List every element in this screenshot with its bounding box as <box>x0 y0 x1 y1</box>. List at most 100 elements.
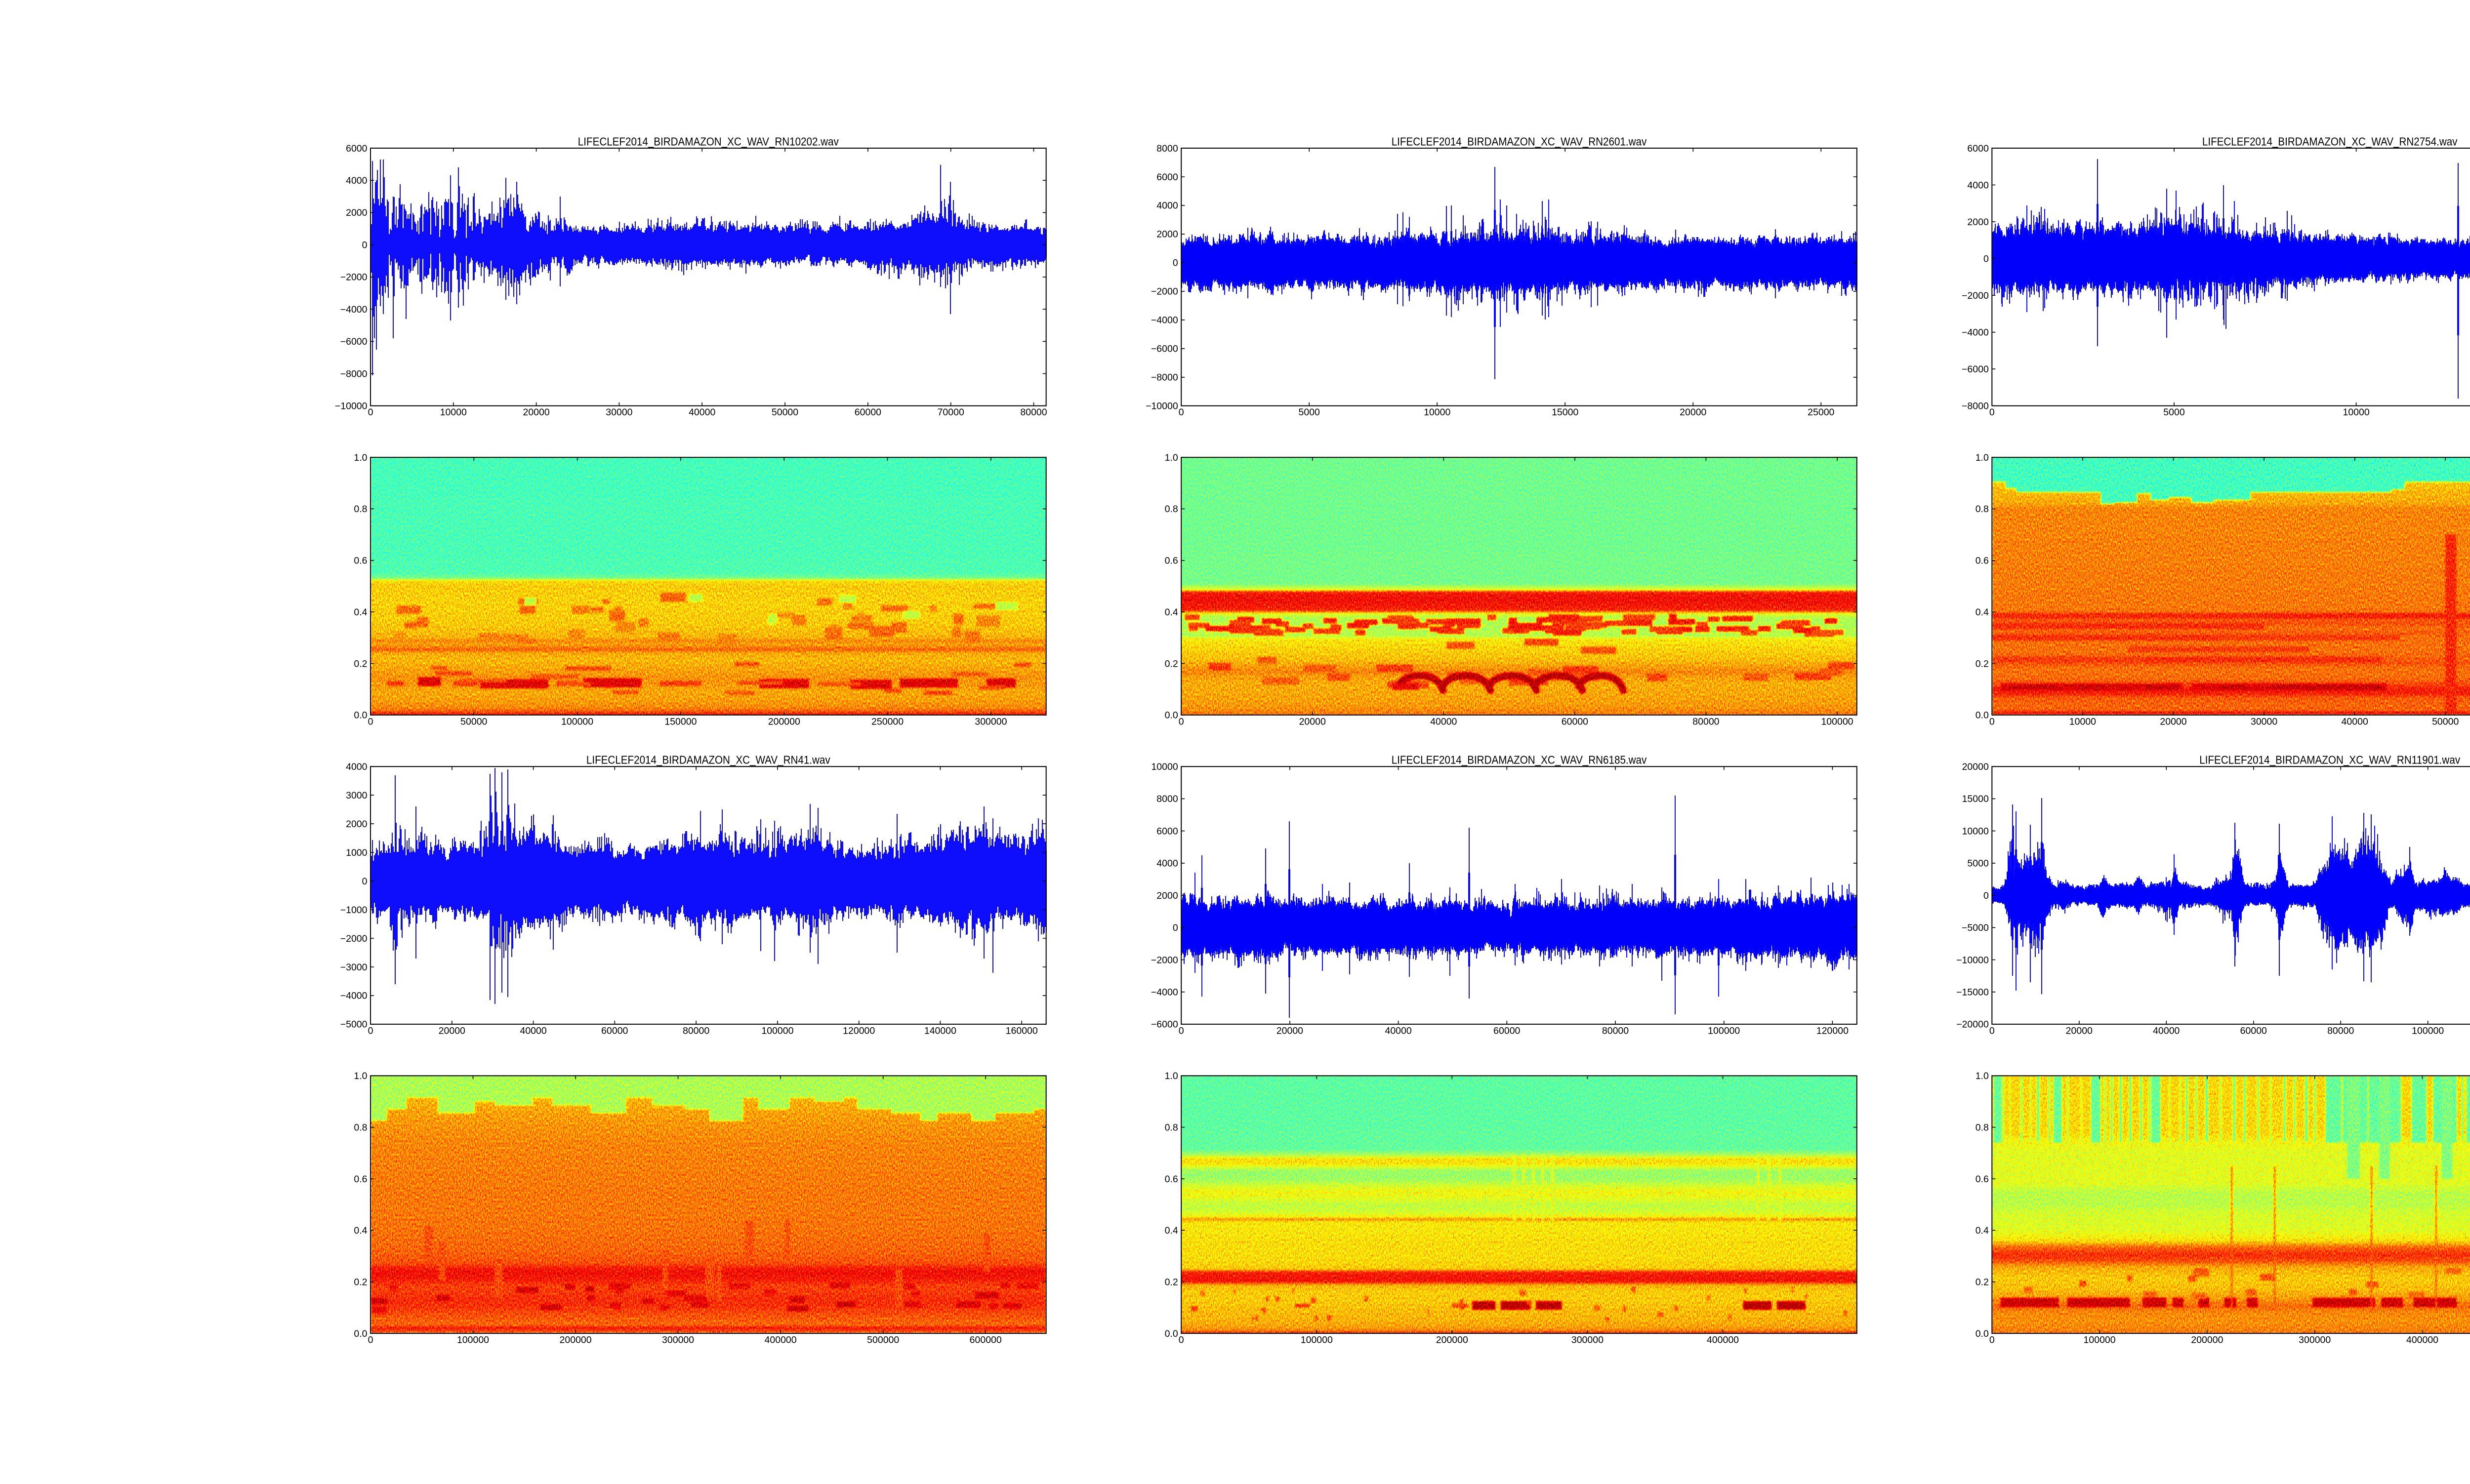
svg-text:0: 0 <box>1173 922 1178 933</box>
svg-text:160000: 160000 <box>1006 1025 1038 1036</box>
svg-text:80000: 80000 <box>2327 1025 2354 1036</box>
svg-text:0: 0 <box>368 1025 373 1036</box>
svg-text:100000: 100000 <box>1821 716 1853 727</box>
svg-text:10000: 10000 <box>2343 407 2369 418</box>
svg-text:0: 0 <box>1173 258 1178 269</box>
svg-text:−2000: −2000 <box>340 933 368 944</box>
svg-text:−10000: −10000 <box>1146 401 1178 412</box>
svg-text:0.4: 0.4 <box>354 607 367 618</box>
svg-text:10000: 10000 <box>1962 826 1989 837</box>
svg-text:20000: 20000 <box>1299 716 1326 727</box>
svg-text:0.2: 0.2 <box>1165 658 1178 669</box>
svg-text:−4000: −4000 <box>340 991 368 1002</box>
svg-text:20000: 20000 <box>1962 762 1989 772</box>
svg-text:4000: 4000 <box>1156 201 1178 211</box>
svg-text:200000: 200000 <box>1436 1335 1468 1346</box>
svg-text:50000: 50000 <box>2432 716 2459 727</box>
svg-text:40000: 40000 <box>2153 1025 2180 1036</box>
svg-text:2000: 2000 <box>346 819 368 830</box>
svg-text:0.6: 0.6 <box>1165 556 1178 566</box>
svg-text:80000: 80000 <box>1602 1025 1629 1036</box>
svg-text:0: 0 <box>362 876 368 887</box>
svg-text:2000: 2000 <box>1156 890 1178 901</box>
svg-text:10000: 10000 <box>440 407 467 418</box>
svg-text:40000: 40000 <box>1385 1025 1411 1036</box>
svg-text:100000: 100000 <box>1301 1335 1333 1346</box>
svg-text:1.0: 1.0 <box>354 1071 367 1082</box>
svg-text:0.8: 0.8 <box>1165 1122 1178 1133</box>
svg-text:−1000: −1000 <box>340 905 368 916</box>
svg-text:60000: 60000 <box>1493 1025 1520 1036</box>
svg-text:−6000: −6000 <box>340 336 368 347</box>
svg-text:80000: 80000 <box>1020 407 1047 418</box>
svg-text:30000: 30000 <box>2251 716 2277 727</box>
svg-text:40000: 40000 <box>1430 716 1457 727</box>
svg-text:0.4: 0.4 <box>1976 1225 1989 1236</box>
svg-text:LIFECLEF2014_BIRDAMAZON_XC_WAV: LIFECLEF2014_BIRDAMAZON_XC_WAV_RN6185.wa… <box>1392 754 1647 766</box>
svg-text:−6000: −6000 <box>1962 364 1989 375</box>
svg-text:500000: 500000 <box>867 1335 899 1346</box>
svg-text:600000: 600000 <box>970 1335 1002 1346</box>
svg-text:6000: 6000 <box>346 143 368 154</box>
svg-text:0.0: 0.0 <box>1976 710 1989 721</box>
svg-text:0.0: 0.0 <box>1165 1328 1178 1339</box>
svg-text:0.4: 0.4 <box>1165 1225 1178 1236</box>
svg-text:LIFECLEF2014_BIRDAMAZON_XC_WAV: LIFECLEF2014_BIRDAMAZON_XC_WAV_RN41.wav <box>586 754 830 766</box>
svg-text:100000: 100000 <box>561 716 593 727</box>
svg-text:0: 0 <box>1179 1335 1184 1346</box>
svg-text:0.4: 0.4 <box>1165 607 1178 618</box>
svg-text:60000: 60000 <box>855 407 881 418</box>
svg-text:400000: 400000 <box>2406 1335 2438 1346</box>
svg-text:0.8: 0.8 <box>1976 1122 1989 1133</box>
svg-text:−2000: −2000 <box>340 272 368 283</box>
svg-text:4000: 4000 <box>1967 180 1989 191</box>
svg-text:0.0: 0.0 <box>354 710 367 721</box>
svg-text:1000: 1000 <box>346 847 368 858</box>
svg-text:−8000: −8000 <box>1962 401 1989 412</box>
svg-text:30000: 30000 <box>606 407 632 418</box>
svg-text:0: 0 <box>362 240 368 251</box>
svg-text:0.8: 0.8 <box>1976 504 1989 515</box>
svg-text:20000: 20000 <box>523 407 549 418</box>
svg-text:−4000: −4000 <box>340 304 368 315</box>
svg-text:140000: 140000 <box>924 1025 956 1036</box>
svg-text:0: 0 <box>1989 1335 1995 1346</box>
svg-text:120000: 120000 <box>1816 1025 1849 1036</box>
svg-text:8000: 8000 <box>1156 794 1178 804</box>
svg-text:−3000: −3000 <box>340 962 368 973</box>
svg-text:20000: 20000 <box>439 1025 465 1036</box>
svg-text:250000: 250000 <box>871 716 904 727</box>
svg-text:300000: 300000 <box>975 716 1007 727</box>
svg-text:−2000: −2000 <box>1962 290 1989 301</box>
svg-text:25000: 25000 <box>1808 407 1834 418</box>
svg-text:1.0: 1.0 <box>1976 452 1989 463</box>
svg-text:−8000: −8000 <box>340 368 368 379</box>
svg-text:2000: 2000 <box>1967 217 1989 228</box>
svg-text:0.6: 0.6 <box>1165 1174 1178 1185</box>
svg-text:1.0: 1.0 <box>354 452 367 463</box>
svg-text:5000: 5000 <box>1967 858 1989 869</box>
svg-text:0.6: 0.6 <box>354 1174 367 1185</box>
svg-text:20000: 20000 <box>2160 716 2186 727</box>
svg-text:0.4: 0.4 <box>354 1225 367 1236</box>
svg-text:15000: 15000 <box>1962 794 1989 804</box>
svg-text:60000: 60000 <box>2240 1025 2267 1036</box>
svg-text:0: 0 <box>1989 716 1995 727</box>
svg-text:10000: 10000 <box>2069 716 2096 727</box>
svg-text:0.2: 0.2 <box>1976 1277 1989 1288</box>
svg-text:40000: 40000 <box>520 1025 546 1036</box>
svg-text:0.8: 0.8 <box>1165 504 1178 515</box>
svg-text:0.0: 0.0 <box>1976 1328 1989 1339</box>
svg-text:0: 0 <box>368 716 373 727</box>
svg-text:100000: 100000 <box>1708 1025 1740 1036</box>
svg-text:100000: 100000 <box>2412 1025 2444 1036</box>
svg-text:6000: 6000 <box>1156 826 1178 837</box>
svg-text:20000: 20000 <box>2066 1025 2093 1036</box>
svg-text:LIFECLEF2014_BIRDAMAZON_XC_WAV: LIFECLEF2014_BIRDAMAZON_XC_WAV_RN2754.wa… <box>2202 135 2458 148</box>
svg-text:100000: 100000 <box>761 1025 793 1036</box>
svg-text:0.6: 0.6 <box>1976 1174 1989 1185</box>
svg-text:0: 0 <box>368 1335 373 1346</box>
svg-text:0.6: 0.6 <box>354 556 367 566</box>
svg-text:20000: 20000 <box>1276 1025 1303 1036</box>
svg-text:−8000: −8000 <box>1151 372 1178 383</box>
